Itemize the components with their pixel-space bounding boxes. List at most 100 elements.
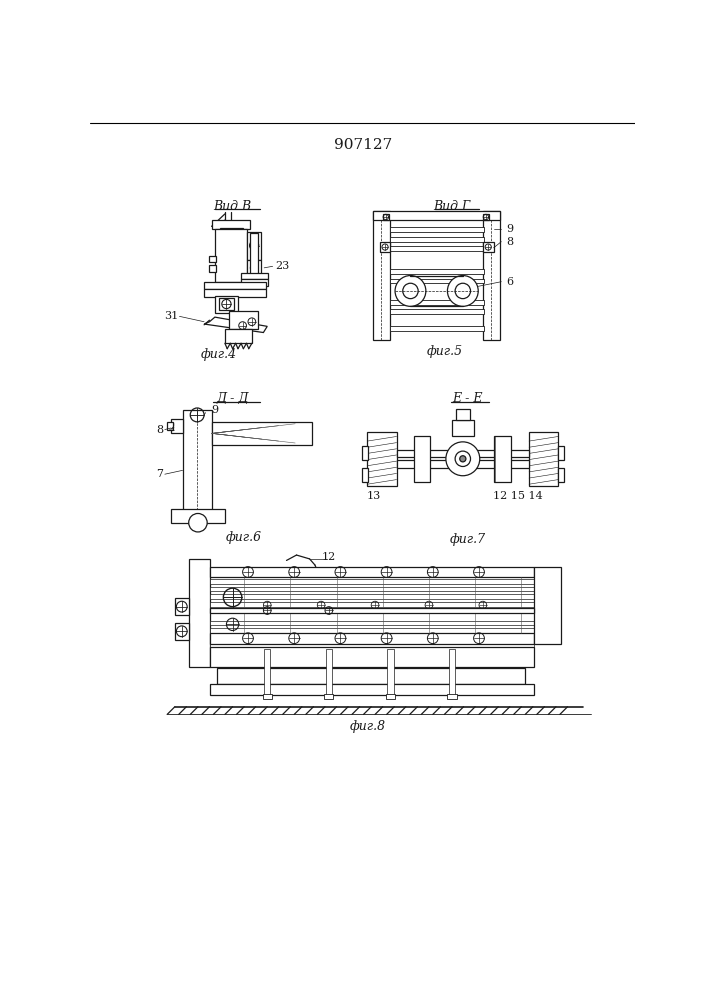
Text: Вид Г: Вид Г (433, 200, 471, 213)
Bar (325, 694, 334, 699)
Bar (218, 298, 234, 310)
Bar (368, 432, 397, 486)
Text: 8: 8 (506, 237, 513, 247)
Bar (387, 649, 394, 695)
Bar (449, 649, 455, 695)
Bar (175, 623, 189, 640)
Bar (390, 300, 484, 305)
Bar (209, 265, 216, 272)
Bar (414, 436, 431, 482)
Bar (210, 636, 534, 641)
Text: 23: 23 (276, 261, 290, 271)
Bar (204, 289, 266, 297)
Circle shape (455, 283, 471, 299)
Text: 6: 6 (506, 277, 513, 287)
Circle shape (446, 442, 480, 476)
Text: Вид В: Вид В (214, 200, 252, 213)
Bar (215, 296, 238, 312)
Bar (217, 668, 525, 684)
Bar (210, 571, 534, 576)
Bar (390, 237, 484, 242)
Bar (241, 279, 268, 286)
Bar (397, 450, 529, 457)
Bar (210, 633, 534, 644)
Bar (225, 329, 252, 343)
Bar (558, 468, 563, 482)
Bar (229, 311, 258, 329)
Bar (182, 410, 212, 510)
Bar (210, 587, 534, 591)
Circle shape (395, 276, 426, 306)
Text: фиг.6: фиг.6 (226, 531, 262, 544)
Bar (210, 628, 534, 633)
Text: 31: 31 (164, 311, 178, 321)
Bar (483, 242, 493, 252)
Bar (397, 460, 529, 468)
Circle shape (448, 276, 478, 306)
Circle shape (403, 283, 418, 299)
Bar (250, 233, 258, 276)
Text: Е - Е: Е - Е (452, 392, 483, 405)
Circle shape (455, 451, 471, 467)
Bar (534, 567, 561, 644)
Text: 13: 13 (366, 491, 380, 501)
Text: 12 15 14: 12 15 14 (493, 491, 543, 501)
Text: фиг.8: фиг.8 (349, 720, 385, 733)
Bar (264, 649, 270, 695)
Text: 907127: 907127 (334, 138, 392, 152)
Bar (448, 694, 457, 699)
Bar (483, 211, 500, 340)
Bar (210, 608, 534, 613)
Bar (189, 559, 210, 667)
Bar (247, 260, 261, 274)
Text: 12: 12 (322, 552, 336, 562)
Bar (219, 228, 243, 239)
Bar (452, 420, 474, 436)
Bar (390, 326, 484, 331)
Bar (373, 211, 500, 220)
Bar (483, 214, 489, 220)
Bar (247, 232, 261, 260)
Bar (456, 409, 469, 420)
Bar (373, 211, 390, 340)
Bar (204, 282, 266, 289)
Text: фиг.4: фиг.4 (201, 348, 237, 361)
Bar (390, 279, 484, 283)
Text: 9: 9 (506, 224, 513, 234)
Bar (209, 256, 216, 262)
Bar (215, 229, 247, 282)
Bar (210, 602, 534, 607)
Bar (210, 594, 534, 599)
Bar (175, 598, 189, 615)
Bar (494, 436, 511, 482)
Text: 7: 7 (156, 469, 163, 479)
Bar (390, 309, 484, 314)
Bar (380, 242, 390, 252)
Bar (390, 246, 484, 251)
Bar (382, 214, 389, 220)
Text: 9: 9 (211, 405, 218, 415)
Bar (362, 468, 368, 482)
Bar (171, 419, 183, 433)
Bar (241, 273, 268, 279)
Text: фиг.5: фиг.5 (426, 344, 462, 358)
Bar (326, 649, 332, 695)
Bar (212, 422, 312, 445)
Text: фиг.7: фиг.7 (450, 533, 486, 546)
Circle shape (189, 513, 207, 532)
Bar (390, 227, 484, 232)
Bar (210, 620, 534, 625)
Bar (386, 694, 395, 699)
Bar (558, 446, 563, 460)
Bar (171, 509, 225, 523)
Text: Д - Д: Д - Д (216, 392, 249, 405)
Circle shape (460, 456, 466, 462)
Polygon shape (204, 317, 267, 333)
Bar (210, 579, 534, 584)
Bar (210, 644, 534, 648)
Bar (210, 647, 534, 667)
Bar (362, 446, 368, 460)
Text: 8: 8 (156, 425, 163, 435)
Bar (167, 422, 173, 430)
Bar (212, 220, 250, 229)
